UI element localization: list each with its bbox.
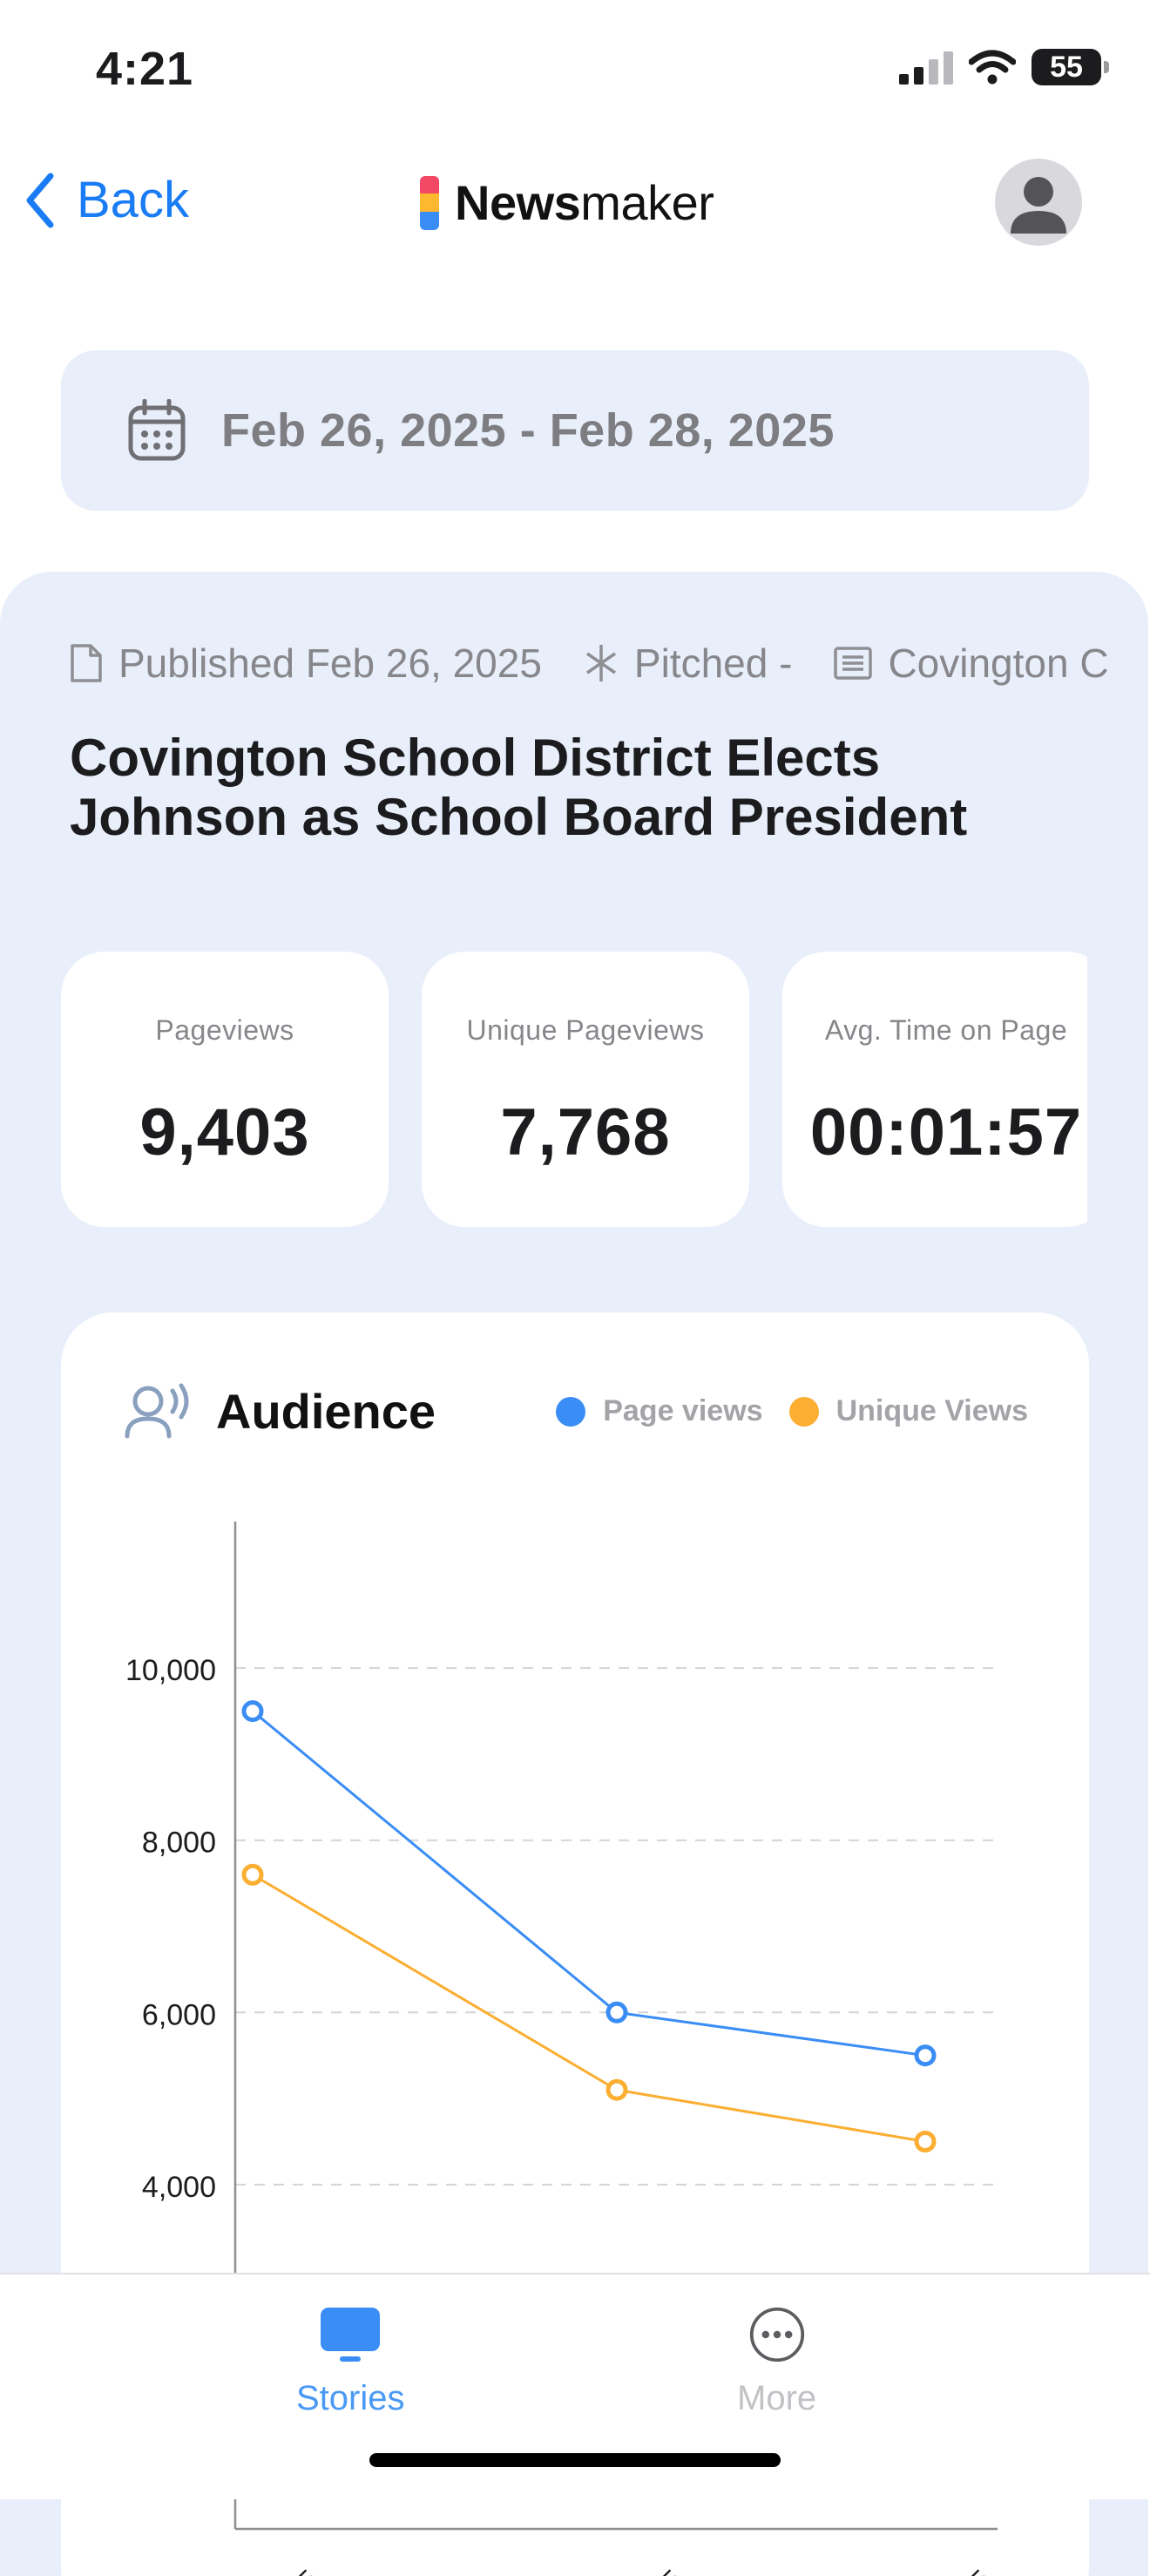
- y-tick-label: 4,000: [142, 2171, 216, 2204]
- story-title: Covington School District Elects Johnson…: [70, 729, 968, 846]
- legend-dot: [788, 1396, 819, 1427]
- data-point: [605, 2001, 628, 2024]
- status-time: 4:21: [96, 43, 194, 95]
- calendar-icon: [128, 399, 186, 461]
- published-meta: Published Feb 26, 2025: [70, 640, 542, 687]
- sparkle-icon: [585, 645, 616, 681]
- audience-header: Audience: [122, 1382, 436, 1440]
- y-tick-label: 8,000: [142, 1827, 216, 1860]
- date-range-label: Feb 26, 2025 - Feb 28, 2025: [221, 404, 835, 457]
- app-logo: Newsmaker: [420, 174, 714, 231]
- tab-stories[interactable]: Stories: [296, 2306, 405, 2418]
- logo-mark-icon: [420, 175, 439, 230]
- stat-label: Avg. Time on Page: [824, 1014, 1068, 1046]
- data-point: [914, 2130, 937, 2152]
- back-button[interactable]: Back: [24, 171, 189, 229]
- newspaper-icon: [834, 647, 873, 680]
- stats-scroll-clip: [1087, 946, 1148, 1243]
- wifi-icon: [969, 50, 1016, 85]
- legend-page-views: Page views: [556, 1394, 763, 1428]
- pitched-status: Pitched -: [633, 641, 793, 686]
- stat-card-avg-time: Avg. Time on Page 00:01:57: [782, 952, 1110, 1227]
- audience-icon: [125, 1383, 189, 1439]
- published-date: Published Feb 26, 2025: [118, 641, 542, 686]
- data-point: [914, 2044, 937, 2067]
- tab-more[interactable]: More: [737, 2306, 816, 2418]
- series-line-page-views: [252, 1710, 926, 2057]
- stat-card-unique-pageviews: Unique Pageviews 7,768: [422, 952, 749, 1227]
- pitched-meta: Pitched -: [584, 640, 793, 687]
- logo-text: Newsmaker: [455, 175, 714, 230]
- legend-dot: [556, 1396, 586, 1427]
- date-range-picker[interactable]: Feb 26, 2025 - Feb 28, 2025: [61, 350, 1089, 511]
- data-point: [241, 1700, 264, 1723]
- chevron-left-icon: [26, 173, 54, 227]
- y-tick-label: 10,000: [125, 1654, 216, 1687]
- stat-value: 00:01:57: [809, 1095, 1083, 1169]
- data-point: [241, 1863, 264, 1886]
- battery-indicator: 55: [1032, 49, 1109, 85]
- legend-label: Unique Views: [835, 1394, 1028, 1427]
- stat-label: Pageviews: [155, 1014, 294, 1046]
- stat-value: 7,768: [500, 1095, 671, 1169]
- back-label: Back: [77, 172, 189, 228]
- home-indicator: [369, 2453, 781, 2467]
- stat-card-pageviews: Pageviews 9,403: [61, 952, 389, 1227]
- x-tick-label: Feb 28, 2025: [859, 2563, 998, 2576]
- stats-row: Pageviews 9,403 Unique Pageviews 7,768 A…: [61, 952, 1110, 1227]
- audience-title: Audience: [216, 1383, 436, 1439]
- data-point: [605, 2078, 628, 2101]
- y-tick-label: 6,000: [142, 1998, 216, 2031]
- document-icon: [71, 644, 102, 682]
- tv-icon: [321, 2308, 381, 2362]
- legend-unique-views: Unique Views: [788, 1394, 1028, 1428]
- x-tick-label: Feb 27, 2025: [551, 2563, 689, 2576]
- source-name: Covington C: [888, 641, 1109, 686]
- status-icons: 55: [899, 49, 1109, 85]
- more-icon: [749, 2307, 804, 2362]
- chart-legend: Page views Unique Views: [530, 1394, 1028, 1428]
- story-panel: Published Feb 26, 2025 Pitched - Covingt…: [0, 572, 1148, 2576]
- avatar[interactable]: [995, 159, 1082, 246]
- stat-value: 9,403: [139, 1095, 310, 1169]
- user-avatar-icon: [1011, 177, 1066, 234]
- tab-stories-label: Stories: [296, 2379, 405, 2417]
- cellular-signal-icon: [899, 51, 953, 85]
- stat-label: Unique Pageviews: [466, 1014, 705, 1046]
- legend-label: Page views: [603, 1394, 763, 1427]
- tab-more-label: More: [737, 2379, 817, 2417]
- series-line-unique-views: [252, 1873, 926, 2143]
- source-meta: Covington C: [834, 640, 1109, 687]
- x-tick-label: Feb 26, 2025: [186, 2563, 325, 2576]
- story-meta: Published Feb 26, 2025 Pitched - Covingt…: [70, 640, 1148, 687]
